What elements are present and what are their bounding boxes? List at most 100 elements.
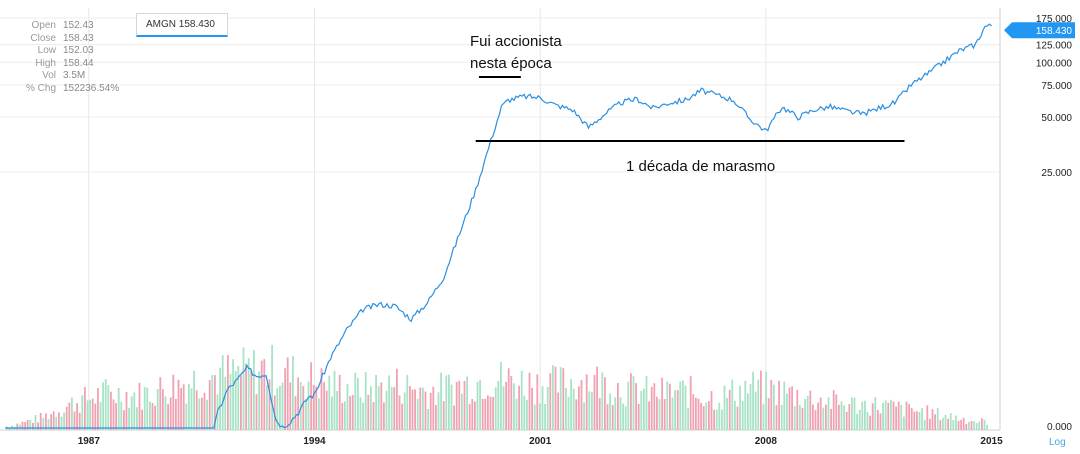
price-badge-label: 158.430 (1036, 26, 1073, 37)
volume-bar (37, 422, 39, 430)
volume-bar (24, 422, 26, 430)
volume-bar (734, 400, 736, 430)
volume-bar (336, 391, 338, 430)
volume-bar (695, 397, 697, 430)
volume-bar (762, 403, 765, 430)
volume-bar (853, 397, 856, 430)
y-tick-label: 100.000 (1036, 58, 1073, 69)
volume-bar (611, 405, 614, 430)
volume-bar (185, 403, 188, 430)
volume-bar (138, 382, 141, 430)
y-axis-tick-labels: 175.000 125.000 100.000 75.000 50.000 25.000 0… (1036, 14, 1073, 433)
ohlc-row: % Chg 152236.54% (20, 83, 119, 96)
volume-bar (474, 401, 476, 430)
volume-bar (86, 400, 89, 430)
volume-bar (99, 402, 102, 430)
volume-bar (427, 409, 429, 430)
volume-bar (240, 375, 242, 430)
volume-bar (570, 379, 572, 430)
volume-bar (809, 390, 812, 430)
volume-bar (817, 402, 819, 430)
volume-bar (193, 370, 195, 430)
volume-bar (650, 386, 653, 430)
volume-bar (401, 403, 403, 430)
y-tick-label: 0.000 (1047, 422, 1072, 433)
volume-bar (578, 386, 580, 430)
volume-bar (237, 365, 240, 430)
volume-bar (55, 416, 58, 430)
volume-bar (351, 394, 354, 430)
volume-bar (466, 376, 468, 430)
volume-bar (107, 385, 110, 430)
ohlc-label: % Chg (25, 82, 56, 94)
ohlc-label: Vol (42, 70, 56, 82)
volume-bar (890, 399, 892, 430)
volume-bar (739, 385, 741, 430)
volume-bar (227, 355, 229, 430)
ohlc-value: 152.43 (63, 20, 94, 31)
volume-bar (812, 404, 814, 430)
volume-bar (778, 380, 780, 430)
volume-bar (224, 376, 227, 430)
volume-bar (760, 370, 762, 430)
volume-bar (757, 379, 760, 430)
volume-bar (949, 413, 952, 430)
volume-bar (952, 420, 955, 430)
volume-bar (596, 366, 598, 430)
volume-bar (143, 387, 146, 430)
volume-bar (81, 395, 84, 430)
volume-bar (575, 399, 578, 430)
volume-bar (406, 374, 409, 430)
volume-bar (975, 423, 978, 430)
volume-bar (338, 374, 341, 430)
volume-bar (640, 391, 643, 430)
volume-bar (455, 381, 458, 430)
volume-bar (331, 396, 333, 430)
volume-bar (947, 418, 949, 430)
volume-bar (471, 399, 474, 430)
volume-bar (926, 405, 929, 430)
volume-bar (268, 379, 271, 430)
volume-bar (684, 385, 687, 430)
volume-bar (713, 409, 715, 430)
volume-bar (819, 397, 822, 430)
volume-bar (468, 403, 471, 430)
volume-bar (414, 389, 416, 430)
volume-bar (299, 382, 302, 430)
volume-bar (679, 381, 682, 430)
volume-bar (294, 396, 297, 430)
ohlc-label: High (35, 57, 56, 69)
volume-bar (913, 411, 916, 430)
y-tick-label: 175.000 (1036, 14, 1073, 25)
volume-bar (279, 385, 281, 430)
volume-bar (929, 418, 931, 430)
volume-bar (52, 411, 55, 430)
volume-bar (172, 374, 175, 430)
volume-bar (536, 374, 539, 430)
x-tick-label: 1994 (303, 436, 326, 447)
volume-bar (162, 389, 164, 430)
price-line-series (5, 23, 992, 429)
volume-bar (541, 386, 544, 430)
volume-bar (476, 381, 479, 430)
volume-bar (718, 402, 721, 430)
volume-bar (892, 401, 895, 430)
volume-bar (58, 412, 60, 430)
ticker-legend-box[interactable]: AMGN 158.430 (136, 13, 228, 37)
volume-bar (908, 404, 910, 430)
volume-bar (653, 383, 656, 430)
log-scale-toggle[interactable]: Log (1049, 437, 1066, 448)
volume-bar (177, 379, 180, 430)
volume-bar (188, 384, 190, 430)
ohlc-value: 158.43 (63, 32, 94, 44)
volume-bar (520, 370, 523, 430)
volume-bar (562, 368, 565, 430)
volume-bar (203, 392, 206, 430)
volume-bar (936, 407, 939, 430)
x-tick-label: 1987 (78, 436, 101, 447)
volume-bar (934, 414, 936, 430)
volume-bar (253, 350, 255, 430)
volume-bar (773, 384, 775, 430)
volume-bar (754, 391, 757, 430)
